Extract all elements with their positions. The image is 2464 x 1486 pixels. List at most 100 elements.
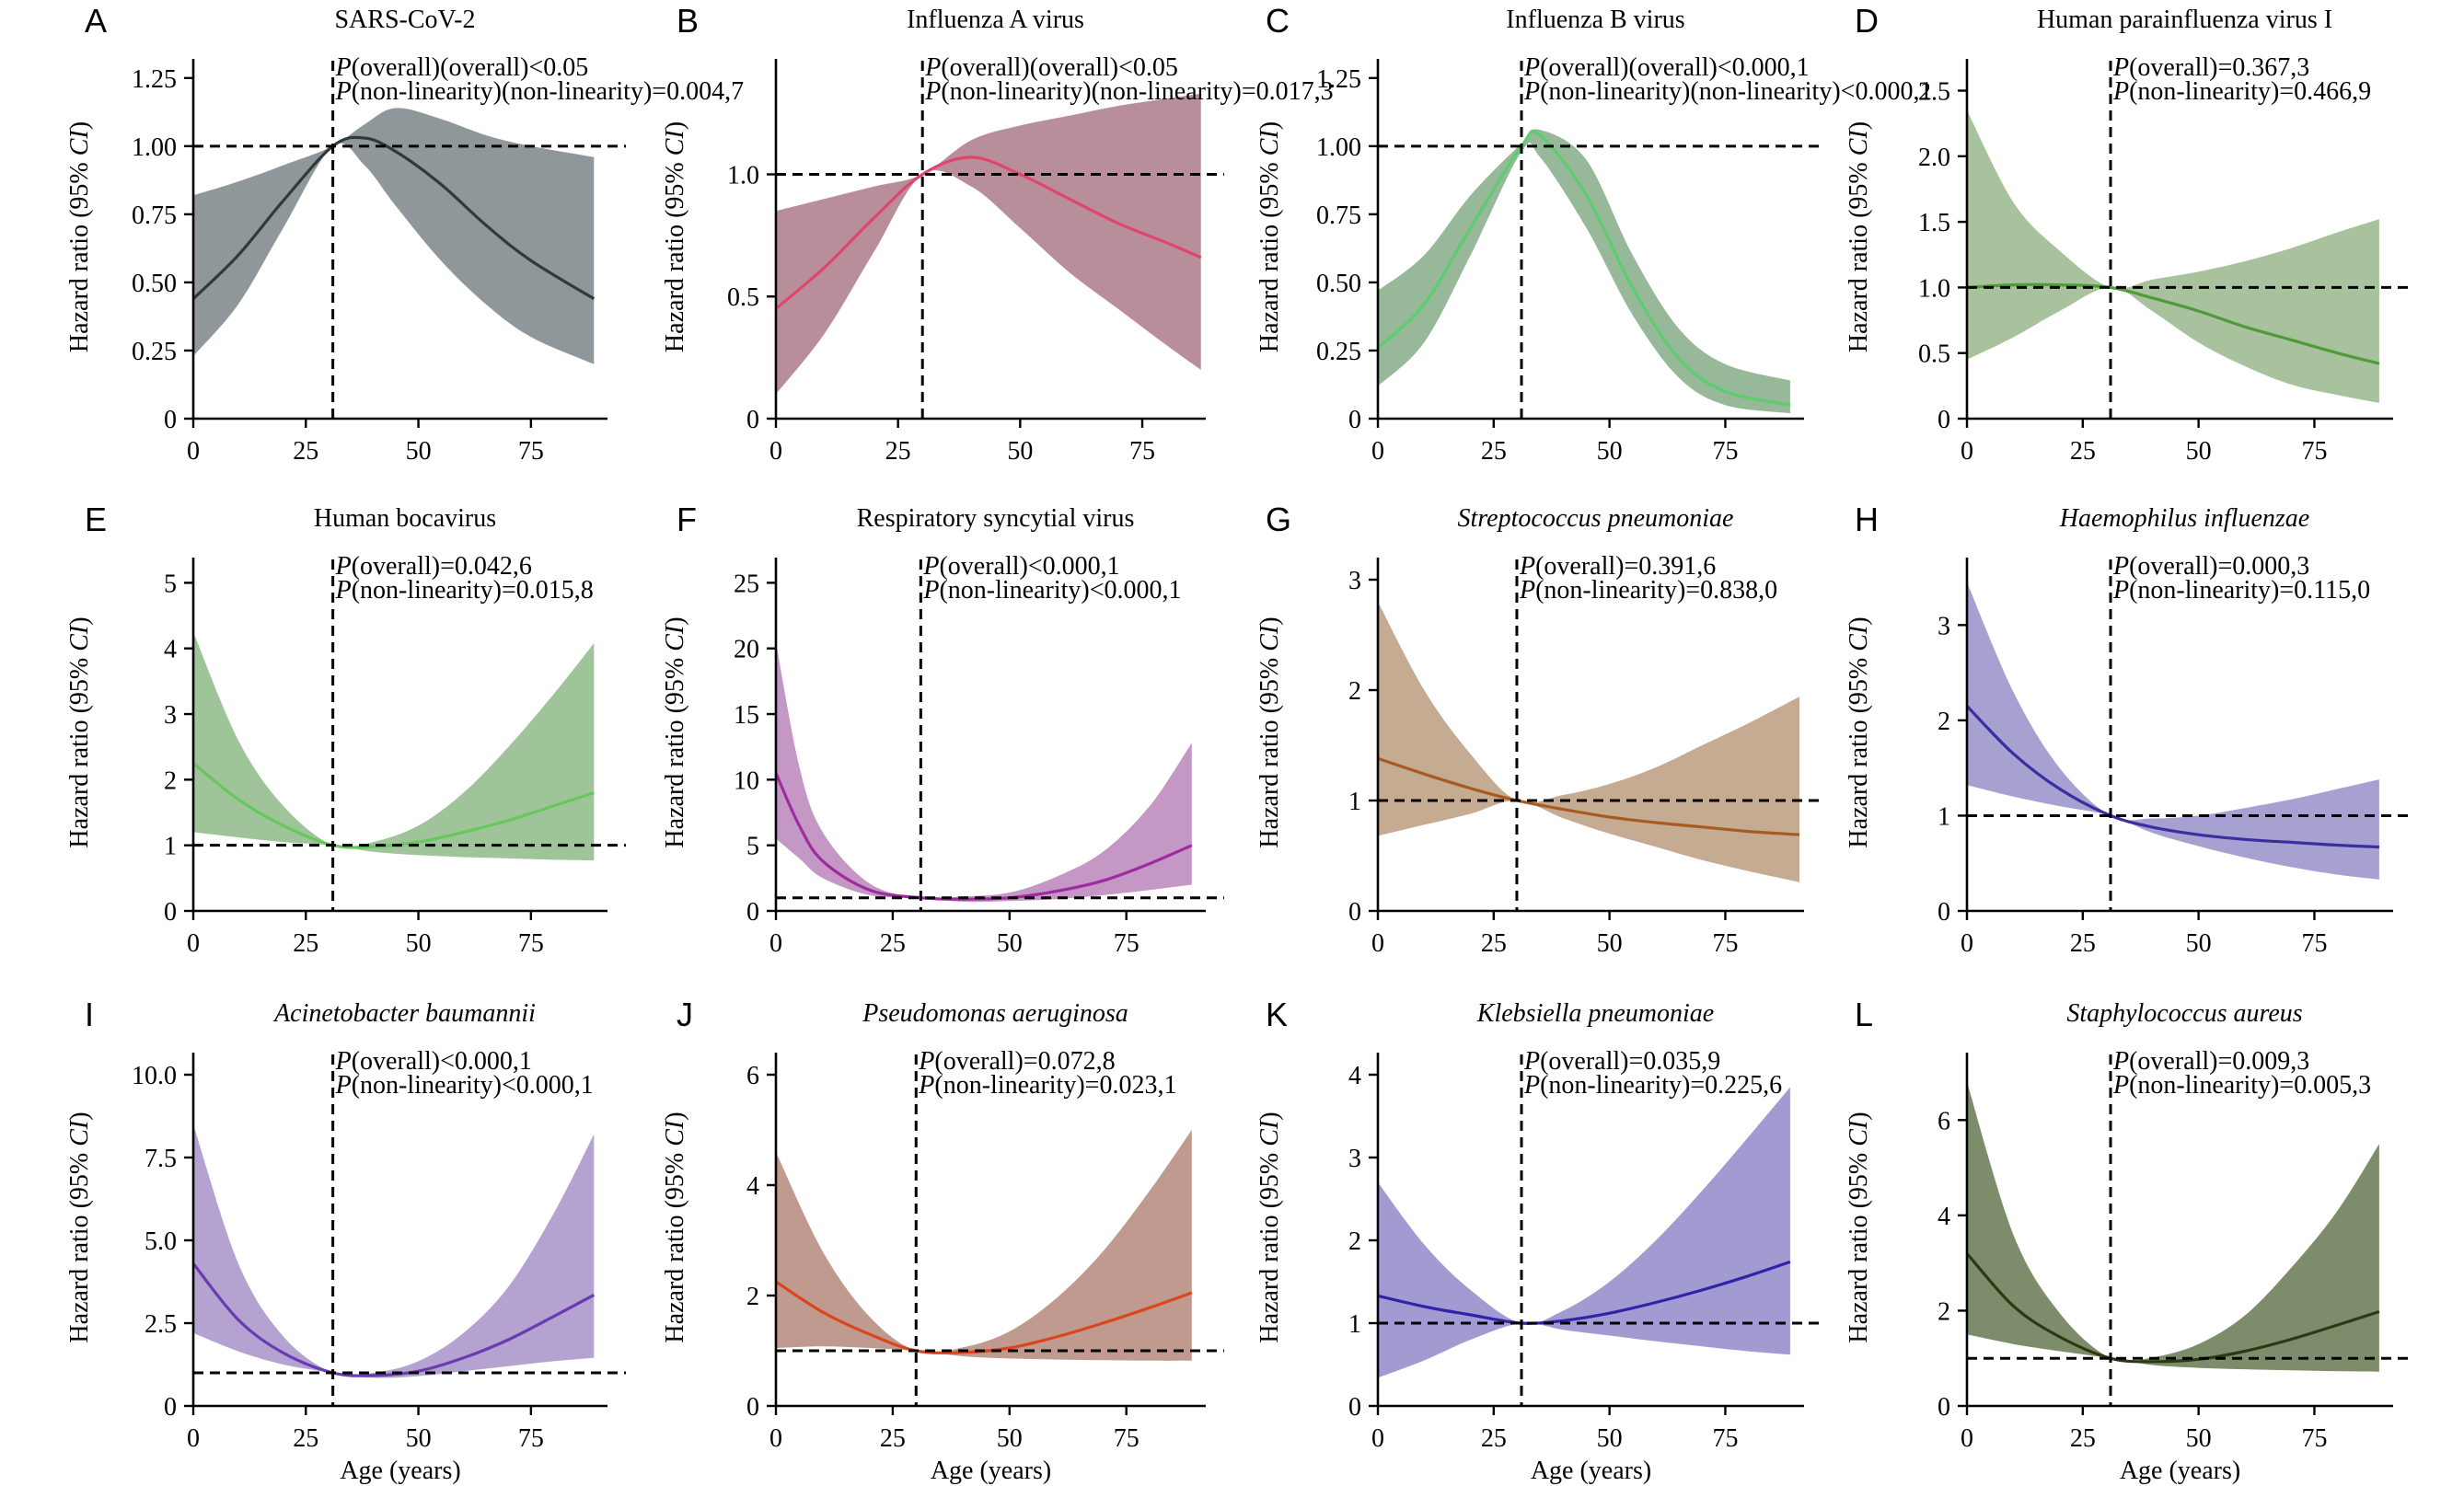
confidence-band	[776, 93, 1201, 395]
panel-letter: C	[1266, 2, 1290, 40]
y-axis-label: Hazard ratio (95% CI)	[65, 121, 94, 352]
y-tick-label: 5	[746, 833, 759, 861]
y-tick-label: 1.00	[1316, 133, 1361, 162]
x-tick-label: 25	[880, 1424, 906, 1453]
confidence-band	[1967, 582, 2379, 880]
y-tick-label: 3	[1938, 612, 1950, 640]
y-axis-label: Hazard ratio (95% CI)	[1845, 616, 1873, 847]
confidence-band	[1378, 1087, 1790, 1378]
confidence-band	[776, 1130, 1192, 1361]
panel-title: Influenza B virus	[1506, 6, 1684, 34]
y-tick-label: 0	[164, 898, 177, 927]
y-tick-label: 1.0	[1918, 274, 1950, 303]
x-tick-label: 0	[1371, 1424, 1384, 1453]
y-axis-label: Hazard ratio (95% CI)	[1255, 616, 1284, 847]
y-tick-label: 0.75	[132, 202, 177, 230]
y-tick-label: 2	[1938, 1297, 1950, 1326]
x-tick-label: 50	[1597, 929, 1623, 958]
y-tick-label: 3	[164, 701, 177, 730]
p-overall-annotation: P(overall)=0.035,9	[1523, 1047, 1720, 1076]
x-tick-label: 50	[2186, 437, 2212, 466]
panel-letter: L	[1855, 996, 1873, 1033]
x-tick-label: 50	[1597, 437, 1623, 466]
panel-letter: D	[1855, 2, 1879, 40]
x-tick-label: 75	[518, 1424, 544, 1453]
x-tick-label: 50	[2186, 1424, 2212, 1453]
y-tick-label: 4	[1938, 1203, 1950, 1231]
confidence-band	[776, 641, 1192, 903]
x-tick-label: 75	[1712, 929, 1738, 958]
y-tick-label: 0.5	[727, 283, 759, 312]
y-tick-label: 10	[734, 766, 759, 795]
y-tick-label: 0	[1348, 1393, 1361, 1422]
y-tick-label: 0	[1348, 406, 1361, 434]
panel-d: 0 25 50 75 0 0.5 1.0 1.5 2.0 2.5 D Human parainflue…	[1845, 2, 2412, 466]
y-tick-label: 1.5	[1918, 209, 1950, 237]
x-tick-label: 0	[769, 929, 782, 958]
x-tick-label: 25	[293, 437, 318, 466]
x-tick-label: 25	[880, 929, 906, 958]
panel-title: Pseudomonas aeruginosa	[862, 999, 1128, 1028]
hazard-ratio-curve	[1965, 705, 2379, 849]
y-tick-label: 2	[1348, 1227, 1361, 1256]
p-overall-annotation: P(overall)(overall)<0.05	[335, 53, 589, 82]
y-tick-label: 4	[746, 1172, 759, 1201]
p-overall-annotation: P(overall)=0.000,3	[2112, 552, 2309, 581]
p-nonlinearity-annotation: P(non-linearity)<0.000,1	[335, 1071, 594, 1100]
y-tick-label: 25	[734, 570, 759, 598]
p-nonlinearity-annotation: P(non-linearity)=0.005,3	[2112, 1071, 2371, 1100]
y-tick-label: 3	[1348, 1145, 1361, 1173]
panel-letter: F	[677, 501, 697, 538]
x-axis-label: Age (years)	[340, 1457, 460, 1485]
panel-l: 0 25 50 75 0 2 4 6 L Staphylococcus aureus Hazard …	[1845, 996, 2412, 1485]
panel-h: 0 25 50 75 0 1 2 3 H Haemophilus influenzae Hazard…	[1845, 501, 2412, 958]
p-overall-annotation: P(overall)=0.367,3	[2112, 53, 2309, 82]
hazard-ratio-curve	[1376, 129, 1791, 407]
y-tick-label: 0	[164, 1393, 177, 1422]
y-tick-label: 2	[1348, 677, 1361, 706]
x-tick-label: 25	[2070, 437, 2096, 466]
x-tick-label: 50	[2186, 929, 2212, 958]
confidence-band	[193, 1124, 595, 1378]
y-tick-label: 3	[1348, 567, 1361, 595]
panel-title: Human bocavirus	[314, 504, 496, 533]
y-tick-label: 0.25	[1316, 338, 1361, 366]
x-tick-label: 75	[1114, 1424, 1139, 1453]
p-overall-annotation: P(overall)=0.009,3	[2112, 1047, 2309, 1076]
p-nonlinearity-annotation: P(non-linearity)=0.115,0	[2112, 576, 2370, 605]
y-tick-label: 2.0	[1918, 144, 1950, 172]
x-tick-label: 0	[1961, 437, 1973, 466]
y-tick-label: 1	[1348, 1310, 1361, 1339]
y-tick-label: 1.25	[1316, 65, 1361, 94]
hazard-ratio-curve	[1377, 756, 1800, 836]
p-nonlinearity-annotation: P(non-linearity)=0.015,8	[335, 576, 594, 605]
y-tick-label: 2.5	[145, 1310, 177, 1339]
y-axis-label: Hazard ratio (95% CI)	[1845, 121, 1873, 352]
x-tick-label: 75	[1712, 1424, 1738, 1453]
panel-title: Streptococcus pneumoniae	[1458, 504, 1734, 533]
p-overall-annotation: P(overall)<0.000,1	[335, 1047, 532, 1076]
panel-letter: A	[85, 2, 107, 40]
x-tick-label: 75	[1114, 929, 1139, 958]
x-tick-label: 75	[1129, 437, 1155, 466]
p-nonlinearity-annotation: P(non-linearity)=0.466,9	[2112, 77, 2371, 106]
panel-title: Acinetobacter baumannii	[272, 999, 536, 1028]
hazard-ratio-curve	[775, 1280, 1193, 1354]
x-tick-label: 0	[187, 437, 200, 466]
p-nonlinearity-annotation: P(non-linearity)<0.000,1	[922, 576, 1181, 605]
p-overall-annotation: P(overall)<0.000,1	[922, 552, 1119, 581]
x-tick-label: 75	[2301, 437, 2327, 466]
x-tick-label: 75	[518, 929, 544, 958]
panel-i: 0 25 50 75 0 2.5 5.0 7.5 10.0 I Acinetobacter baum…	[65, 996, 626, 1485]
x-tick-label: 0	[187, 1424, 200, 1453]
hazard-ratio-curve	[191, 1262, 596, 1377]
panel-title: Human parainfluenza virus I	[2037, 6, 2332, 34]
panel-title: Haemophilus influenzae	[2059, 504, 2309, 533]
p-nonlinearity-annotation: P(non-linearity)(non-linearity)=0.017,3	[924, 77, 1333, 106]
y-tick-label: 0	[164, 406, 177, 434]
y-tick-label: 0.25	[132, 338, 177, 366]
x-tick-label: 75	[2301, 1424, 2327, 1453]
y-tick-label: 20	[734, 636, 759, 664]
x-axis-label: Age (years)	[1531, 1457, 1651, 1485]
p-overall-annotation: P(overall)=0.072,8	[918, 1047, 1115, 1076]
